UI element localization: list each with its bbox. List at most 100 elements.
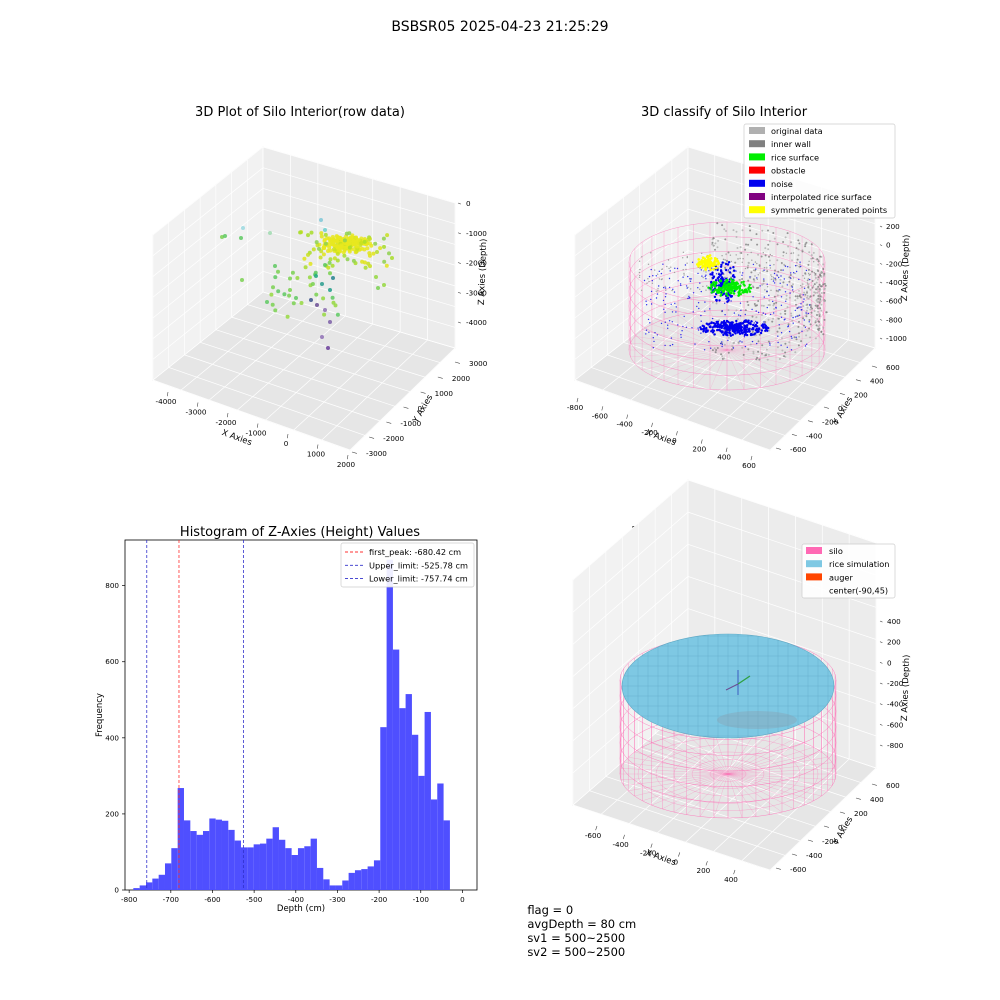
noise-point xyxy=(721,261,724,264)
panel2-x-tick-label: -600 xyxy=(592,411,609,420)
hist-bar xyxy=(342,880,349,890)
raw-point xyxy=(337,235,342,240)
hist-bar xyxy=(190,831,197,890)
grid-point xyxy=(670,266,672,268)
grid-point xyxy=(792,277,795,279)
noise-point xyxy=(721,276,724,280)
panel4-x-tick-label: -200 xyxy=(640,849,657,858)
grid-point xyxy=(782,255,784,257)
rice-surface-point xyxy=(747,287,750,290)
noise-point xyxy=(727,339,729,342)
wall-point xyxy=(785,294,788,297)
panel1-y-tick-label: 0 xyxy=(418,404,423,413)
wall-point xyxy=(807,268,810,271)
hist-bar xyxy=(361,869,368,890)
noise-point xyxy=(652,337,654,339)
noise-point xyxy=(740,329,744,332)
grid-point xyxy=(769,267,772,269)
grid-point xyxy=(752,269,755,271)
noise-point xyxy=(727,261,731,264)
noise-point xyxy=(743,336,746,338)
wall-point xyxy=(754,304,757,307)
raw-point xyxy=(298,230,303,235)
wall-point xyxy=(779,278,782,281)
grid-point xyxy=(702,276,704,279)
grid-point xyxy=(651,282,654,284)
panel2-y-tick-label: -200 xyxy=(822,418,839,427)
silo-spoke xyxy=(630,349,728,358)
grid-point xyxy=(763,267,766,269)
wall-point xyxy=(713,347,716,350)
noise-point xyxy=(662,263,664,265)
wall-point xyxy=(807,297,810,300)
panel1-zlabel: Z Axies (Depth) xyxy=(477,238,489,305)
rice-surface-point xyxy=(734,288,738,291)
status-line: flag = 0 avgDepth = 80 cm sv1 = 500~2500… xyxy=(520,889,650,959)
silo-spoke xyxy=(651,324,728,351)
noise-point xyxy=(800,306,802,308)
wall-point xyxy=(814,337,817,340)
grid-point xyxy=(759,265,761,268)
rice-surface-point xyxy=(712,290,716,293)
wall-point xyxy=(816,314,818,316)
x-tick-label: -300 xyxy=(329,895,346,904)
grid-point xyxy=(810,258,812,260)
panel1-grid xyxy=(152,271,264,360)
legend-label: noise xyxy=(771,179,793,189)
noise-point xyxy=(791,337,793,339)
noise-point xyxy=(736,325,740,328)
grid-point xyxy=(724,276,726,279)
wall-point xyxy=(817,270,820,272)
panel2-grid xyxy=(714,331,822,431)
wall-point xyxy=(797,344,800,347)
panel4-grid xyxy=(769,767,877,871)
legend-swatch xyxy=(749,153,765,161)
panel2-x-tick xyxy=(676,431,678,436)
wall-point xyxy=(768,299,771,302)
hist-bar xyxy=(329,885,336,890)
wall-point xyxy=(762,282,765,285)
noise-point xyxy=(711,273,714,276)
panel4-y-tick xyxy=(791,853,797,856)
noise-point xyxy=(667,324,669,326)
noise-point xyxy=(717,284,721,287)
noise-point xyxy=(727,299,730,302)
noise-point xyxy=(755,320,757,323)
center-marker xyxy=(725,683,739,691)
wall-point xyxy=(814,304,817,307)
raw-point xyxy=(381,236,386,241)
raw-point xyxy=(310,282,315,286)
noise-point xyxy=(652,275,654,277)
raw-point xyxy=(385,233,390,238)
wall-point xyxy=(819,307,822,310)
rice-surface-point xyxy=(712,284,716,287)
wall-point xyxy=(784,236,787,239)
legend-label: symmetric generated points xyxy=(771,205,887,215)
wall-point xyxy=(776,294,779,297)
panel4-z-tick xyxy=(879,703,883,705)
noise-point xyxy=(673,291,676,293)
wall-point xyxy=(747,264,750,267)
silo-spoke xyxy=(726,349,777,385)
wall-point xyxy=(761,314,763,316)
wall-point xyxy=(817,307,819,310)
noise-point xyxy=(670,303,672,305)
hist-bar xyxy=(139,885,146,890)
noise-point xyxy=(701,275,703,277)
grid-point xyxy=(777,290,780,292)
raw-point xyxy=(330,263,335,268)
raw-point xyxy=(306,233,310,238)
wall-point xyxy=(753,303,756,305)
wall-point xyxy=(723,343,726,346)
wall-point xyxy=(781,349,784,352)
noise-point xyxy=(777,341,779,344)
noise-point xyxy=(726,320,730,323)
noise-point xyxy=(724,327,727,330)
rice-shadow xyxy=(717,711,797,729)
silo-spoke xyxy=(726,349,824,358)
wall-point xyxy=(767,229,769,232)
wall-point xyxy=(795,338,798,341)
wall-point xyxy=(782,281,785,284)
grid-point xyxy=(673,271,676,274)
